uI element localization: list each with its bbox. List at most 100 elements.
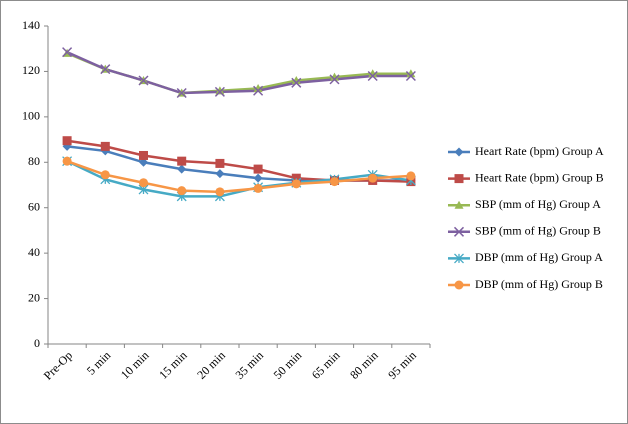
marker bbox=[253, 183, 263, 193]
marker bbox=[330, 177, 339, 187]
marker bbox=[215, 158, 225, 168]
marker-shape bbox=[454, 147, 464, 157]
marker bbox=[454, 200, 464, 209]
marker bbox=[454, 174, 464, 184]
legend-label: SBP (mm of Hg) Group A bbox=[475, 197, 601, 211]
marker bbox=[62, 47, 73, 58]
marker-shape bbox=[405, 70, 416, 82]
marker-shape bbox=[139, 150, 148, 160]
marker-shape bbox=[291, 77, 302, 88]
marker bbox=[291, 173, 301, 183]
marker bbox=[100, 64, 111, 75]
marker bbox=[253, 83, 263, 93]
marker-shape bbox=[100, 170, 110, 180]
marker-shape bbox=[177, 186, 187, 196]
marker bbox=[62, 156, 72, 166]
series-line bbox=[66, 159, 411, 194]
marker-shape bbox=[139, 157, 148, 167]
marker-shape bbox=[454, 253, 464, 264]
marker bbox=[368, 173, 378, 183]
marker-shape bbox=[454, 280, 464, 290]
marker-shape bbox=[139, 178, 148, 188]
legend-label: SBP (mm of Hg) Group B bbox=[475, 224, 601, 238]
marker-shape bbox=[62, 136, 72, 146]
y-tick-label: 0 bbox=[34, 336, 40, 350]
series-line bbox=[66, 160, 412, 198]
y-tick-label: 40 bbox=[28, 245, 40, 259]
marker bbox=[406, 69, 416, 78]
marker bbox=[139, 178, 148, 188]
marker-shape bbox=[453, 226, 465, 237]
marker-shape bbox=[253, 164, 263, 174]
marker bbox=[139, 150, 148, 160]
marker-shape bbox=[368, 173, 378, 183]
marker-shape bbox=[215, 169, 225, 179]
marker bbox=[139, 157, 148, 167]
marker bbox=[253, 164, 263, 174]
marker-shape bbox=[291, 173, 301, 183]
y-tick-label: 120 bbox=[22, 63, 40, 77]
marker-shape bbox=[100, 141, 110, 151]
y-tick-label: 60 bbox=[28, 199, 40, 213]
y-tick-label: 20 bbox=[28, 290, 40, 304]
marker-shape bbox=[367, 70, 378, 82]
marker bbox=[100, 141, 110, 151]
legend-label: Heart Rate (bpm) Group A bbox=[475, 144, 604, 158]
y-tick-label: 140 bbox=[22, 18, 40, 32]
marker-shape bbox=[291, 179, 301, 189]
marker-shape bbox=[253, 83, 263, 93]
marker bbox=[291, 77, 302, 88]
marker bbox=[291, 76, 301, 85]
marker-shape bbox=[62, 156, 72, 166]
marker-shape bbox=[176, 87, 187, 99]
marker-shape bbox=[215, 187, 225, 197]
marker-shape bbox=[100, 64, 111, 75]
marker bbox=[454, 253, 464, 264]
y-tick-label: 80 bbox=[28, 154, 40, 168]
marker bbox=[177, 156, 187, 166]
marker bbox=[405, 70, 416, 82]
marker bbox=[253, 173, 263, 183]
marker-shape bbox=[454, 200, 464, 209]
marker-shape bbox=[215, 86, 225, 95]
marker-shape bbox=[454, 174, 464, 184]
marker-shape bbox=[330, 177, 339, 187]
marker bbox=[177, 186, 187, 196]
marker bbox=[329, 74, 340, 85]
marker bbox=[215, 169, 225, 179]
marker-shape bbox=[253, 183, 263, 193]
marker-shape bbox=[214, 86, 225, 97]
marker bbox=[177, 164, 187, 174]
marker bbox=[215, 187, 225, 197]
marker bbox=[176, 87, 187, 99]
marker-shape bbox=[291, 76, 301, 85]
series-line bbox=[66, 50, 411, 95]
marker bbox=[291, 179, 301, 189]
marker bbox=[330, 72, 339, 81]
marker-shape bbox=[368, 69, 378, 78]
marker bbox=[100, 170, 110, 180]
legend-label: DBP (mm of Hg) Group A bbox=[475, 250, 603, 264]
marker-shape bbox=[329, 74, 340, 85]
marker bbox=[138, 75, 149, 86]
marker bbox=[215, 86, 225, 95]
marker bbox=[62, 136, 72, 146]
marker bbox=[454, 280, 464, 290]
marker-shape bbox=[62, 47, 73, 58]
marker bbox=[406, 171, 416, 181]
legend-label: Heart Rate (bpm) Group B bbox=[475, 170, 604, 184]
y-tick-label: 100 bbox=[22, 109, 40, 123]
marker-shape bbox=[253, 173, 263, 183]
marker-shape bbox=[330, 72, 339, 81]
legend-label: DBP (mm of Hg) Group B bbox=[475, 277, 603, 291]
marker-shape bbox=[177, 156, 187, 166]
marker bbox=[368, 69, 378, 78]
marker-shape bbox=[215, 158, 225, 168]
marker-shape bbox=[177, 164, 187, 174]
marker bbox=[253, 85, 264, 96]
marker-shape bbox=[406, 69, 416, 78]
marker-shape bbox=[138, 75, 149, 86]
marker bbox=[214, 86, 225, 97]
